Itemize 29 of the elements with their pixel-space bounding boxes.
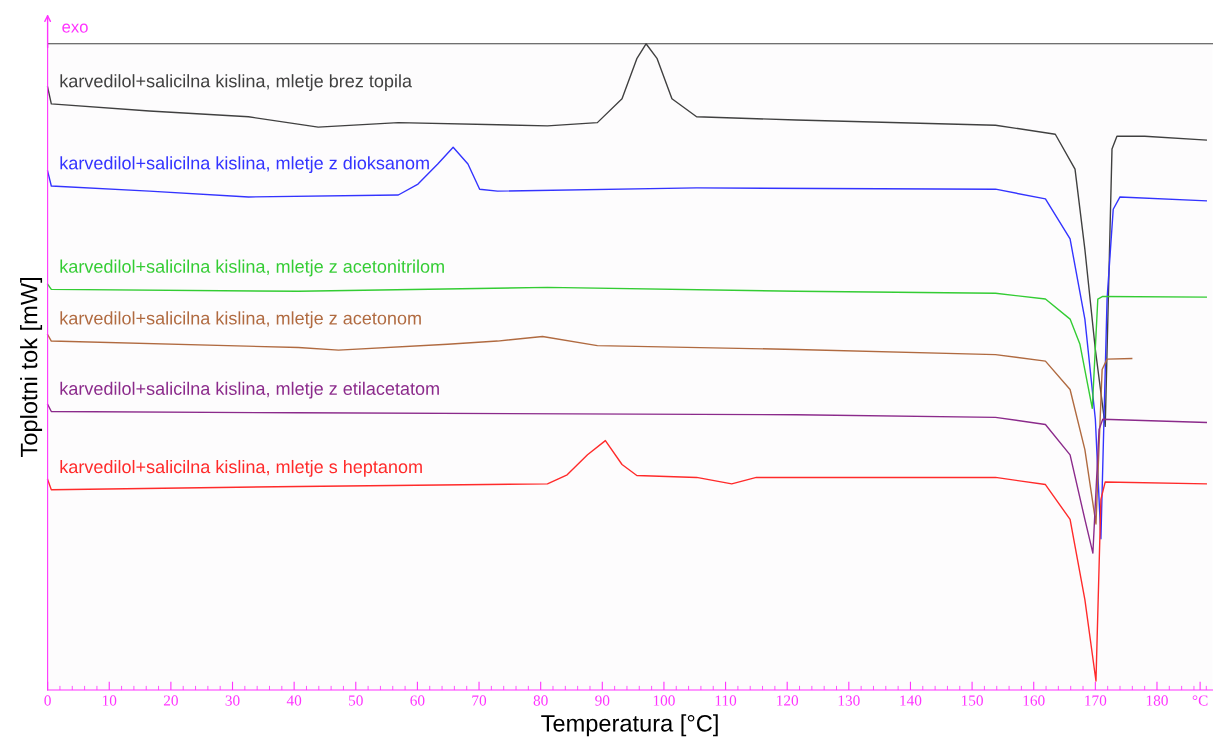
series-label: karvedilol+salicilna kislina, mletje brez topila xyxy=(60,74,413,91)
x-tick-label: 10 xyxy=(102,695,117,706)
x-tick-label: 170 xyxy=(1085,695,1107,706)
series-label: karvedilol+salicilna kislina, mletje z dioksanom xyxy=(60,156,429,174)
x-tick-label: 130 xyxy=(838,695,860,706)
x-tick-label: 0 xyxy=(44,695,51,706)
x-tick-label: 50 xyxy=(349,695,363,706)
series-label: karvedilol+salicilna kislina, mletje s heptanom xyxy=(60,459,422,477)
x-axis-title: Temperatura [°C] xyxy=(541,714,718,737)
x-tick-label: 110 xyxy=(715,695,737,706)
text: exo xyxy=(62,23,88,33)
x-tick-label: 20 xyxy=(163,695,178,706)
x-tick-label: 180 xyxy=(1146,695,1168,706)
x-tick-label: 70 xyxy=(472,695,487,706)
series-label: karvedilol+salicilna kislina, mletje z acetonitrilom xyxy=(60,259,444,277)
x-tick-label: 90 xyxy=(595,695,610,706)
x-tick-label: 30 xyxy=(225,695,240,706)
x-tick-label: °C xyxy=(1192,695,1208,706)
x-tick-label: 80 xyxy=(533,695,548,706)
y-axis-title: Toplotni tok [mW] xyxy=(20,278,43,457)
x-tick-label: 160 xyxy=(1023,695,1045,706)
x-tick-label: 120 xyxy=(777,695,799,706)
series-label: karvedilol+salicilna kislina, mletje z acetonom xyxy=(60,311,421,329)
x-tick-label: 100 xyxy=(653,695,675,706)
series-label: karvedilol+salicilna kislina, mletje z etilacetatom xyxy=(60,381,439,399)
x-tick-label: 150 xyxy=(961,695,983,706)
x-tick-label: 60 xyxy=(410,695,425,706)
x-tick-label: 40 xyxy=(286,695,302,706)
x-tick-label: 140 xyxy=(900,695,922,706)
